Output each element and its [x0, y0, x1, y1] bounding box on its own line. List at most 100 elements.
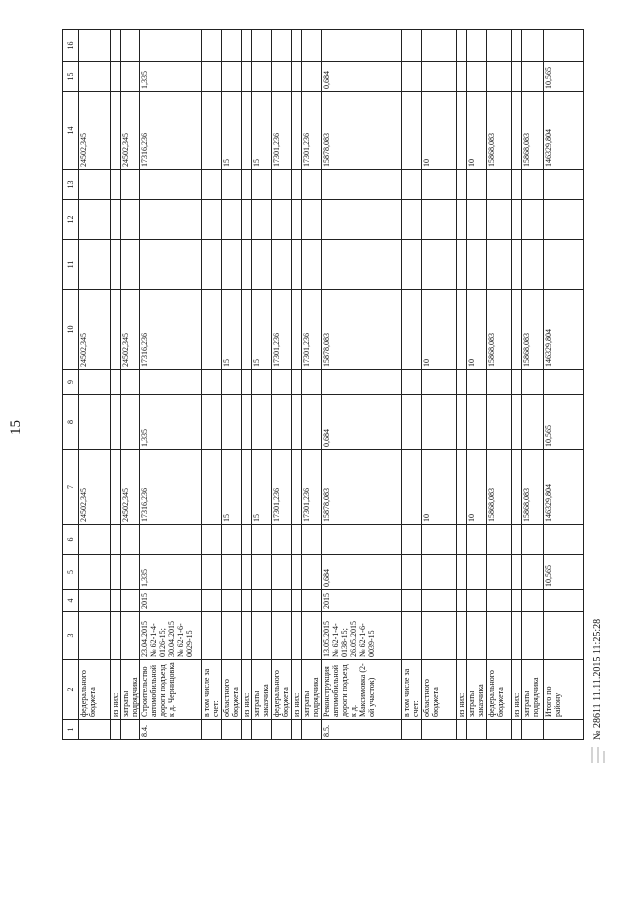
table-cell [521, 199, 544, 240]
table-cell [251, 611, 272, 660]
table-cell [521, 394, 544, 450]
table-cell [120, 719, 140, 740]
table-cell: 1,335 [139, 394, 202, 450]
table-cell [110, 554, 121, 590]
table-cell [511, 61, 522, 92]
table-cell [301, 524, 322, 555]
table-cell [521, 554, 544, 590]
header-cell: 2 [62, 659, 79, 720]
table-cell [301, 719, 322, 740]
table-cell: 10,565 [543, 554, 584, 590]
table-cell [201, 199, 222, 240]
table-row: областного бюджета 10 10 10 [421, 29, 457, 740]
table-cell [139, 239, 202, 290]
table-cell [401, 589, 422, 612]
table-cell [511, 199, 522, 240]
table-row: из них: [291, 29, 302, 740]
table-cell [401, 719, 422, 740]
table-cell [201, 169, 222, 200]
table-cell: 15868,083 [486, 449, 512, 525]
table: 1 2 3 4 5 6 7 8 9 10 11 12 13 14 15 16 федерального бюдж… [62, 29, 584, 740]
table-cell: 15 [221, 449, 242, 525]
table-cell [456, 289, 467, 370]
page-number: 15 [8, 420, 24, 435]
table-cell [120, 239, 140, 290]
table-cell [321, 239, 402, 290]
table-cell [486, 719, 512, 740]
table-cell [421, 29, 457, 62]
table-cell: в том числе за счет: [201, 659, 222, 720]
table-cell [511, 91, 522, 170]
header-cell: 7 [62, 449, 79, 525]
table-cell [221, 589, 242, 612]
table-cell [271, 554, 292, 590]
table-cell [511, 611, 522, 660]
table-cell [139, 29, 202, 62]
table-cell [401, 554, 422, 590]
table-cell: 15 [251, 289, 272, 370]
table-cell [78, 589, 111, 612]
table-cell [221, 369, 242, 395]
table-cell [78, 554, 111, 590]
table-cell: затраты подрядчика [120, 659, 140, 720]
table-cell [241, 554, 252, 590]
table-cell [271, 719, 292, 740]
table-cell: федерального бюджета [486, 659, 512, 720]
table-cell [543, 611, 584, 660]
table-row: из них: [511, 29, 522, 740]
table-cell [456, 169, 467, 200]
table-cell [241, 239, 252, 290]
table-row: в том числе за счет: [401, 29, 422, 740]
table-cell [271, 29, 292, 62]
table-cell [421, 611, 457, 660]
table-row: затраты подрядчика 15868,083 15868,083 1586… [521, 29, 544, 740]
table-cell [486, 589, 512, 612]
table-row: федерального бюджета 24502,345 24502,345 24… [78, 29, 111, 740]
table-row: затраты подрядчика 24502,345 24502,345 2450… [120, 29, 140, 740]
table-cell [291, 199, 302, 240]
table-cell [221, 719, 242, 740]
table-cell: 15 [221, 289, 242, 370]
table-cell: 17301,236 [271, 449, 292, 525]
table-cell [421, 394, 457, 450]
table-cell [110, 29, 121, 62]
table-cell [466, 199, 487, 240]
table-cell: 23.04.2015 № 62-1-4-0126-15; 30.04.2015 … [139, 611, 202, 660]
table-cell: из них: [241, 659, 252, 720]
table-cell [110, 369, 121, 395]
table-cell [401, 29, 422, 62]
table-cell: 24502,345 [78, 289, 111, 370]
table-cell: 15 [251, 449, 272, 525]
table-cell [241, 611, 252, 660]
table-cell [301, 61, 322, 92]
table-cell [456, 369, 467, 395]
table-cell [521, 369, 544, 395]
table-cell [120, 369, 140, 395]
table-row: из них: [110, 29, 121, 740]
table-cell [271, 239, 292, 290]
table-cell [511, 29, 522, 62]
table-cell [271, 61, 292, 92]
table-cell: 15878,083 [321, 449, 402, 525]
table-cell [139, 369, 202, 395]
table-cell [466, 169, 487, 200]
table-cell [401, 369, 422, 395]
table-cell [521, 239, 544, 290]
header-cell: 14 [62, 91, 79, 170]
table-cell [241, 524, 252, 555]
table-cell: Строительство автомобильной дороги подъе… [139, 659, 202, 720]
table-cell [421, 199, 457, 240]
table-cell: 8.4. [139, 719, 202, 740]
table-cell [521, 589, 544, 612]
table-cell: 15878,083 [321, 91, 402, 170]
table-cell [201, 239, 222, 290]
table-cell [301, 169, 322, 200]
table-cell [110, 289, 121, 370]
table-cell [466, 29, 487, 62]
table-cell [511, 719, 522, 740]
header-cell: 12 [62, 199, 79, 240]
table-cell [486, 169, 512, 200]
table-cell: 15868,083 [521, 449, 544, 525]
table-cell [120, 589, 140, 612]
